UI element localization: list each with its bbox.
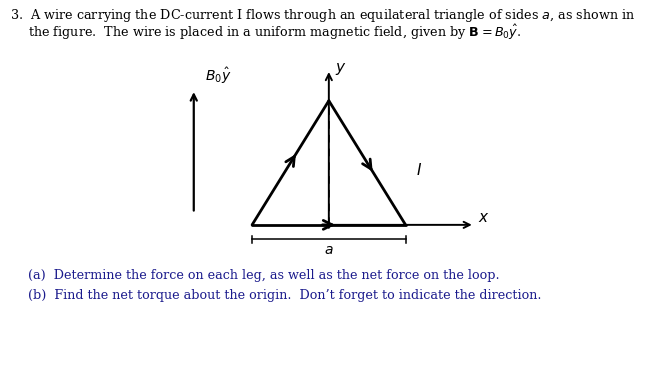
Text: $a$: $a$ [324,244,333,257]
Text: (a)  Determine the force on each leg, as well as the net force on the loop.: (a) Determine the force on each leg, as … [28,269,499,282]
Text: $B_0\hat{y}$: $B_0\hat{y}$ [204,66,231,86]
Text: $I$: $I$ [417,162,423,178]
Text: 3.  A wire carrying the DC-current I flows through an equilateral triangle of si: 3. A wire carrying the DC-current I flow… [10,7,635,24]
Text: $y$: $y$ [335,61,347,77]
Text: (b)  Find the net torque about the origin.  Don’t forget to indicate the directi: (b) Find the net torque about the origin… [28,289,542,302]
Text: the figure.  The wire is placed in a uniform magnetic field, given by $\mathbf{B: the figure. The wire is placed in a unif… [28,23,521,42]
Text: $x$: $x$ [478,211,489,225]
